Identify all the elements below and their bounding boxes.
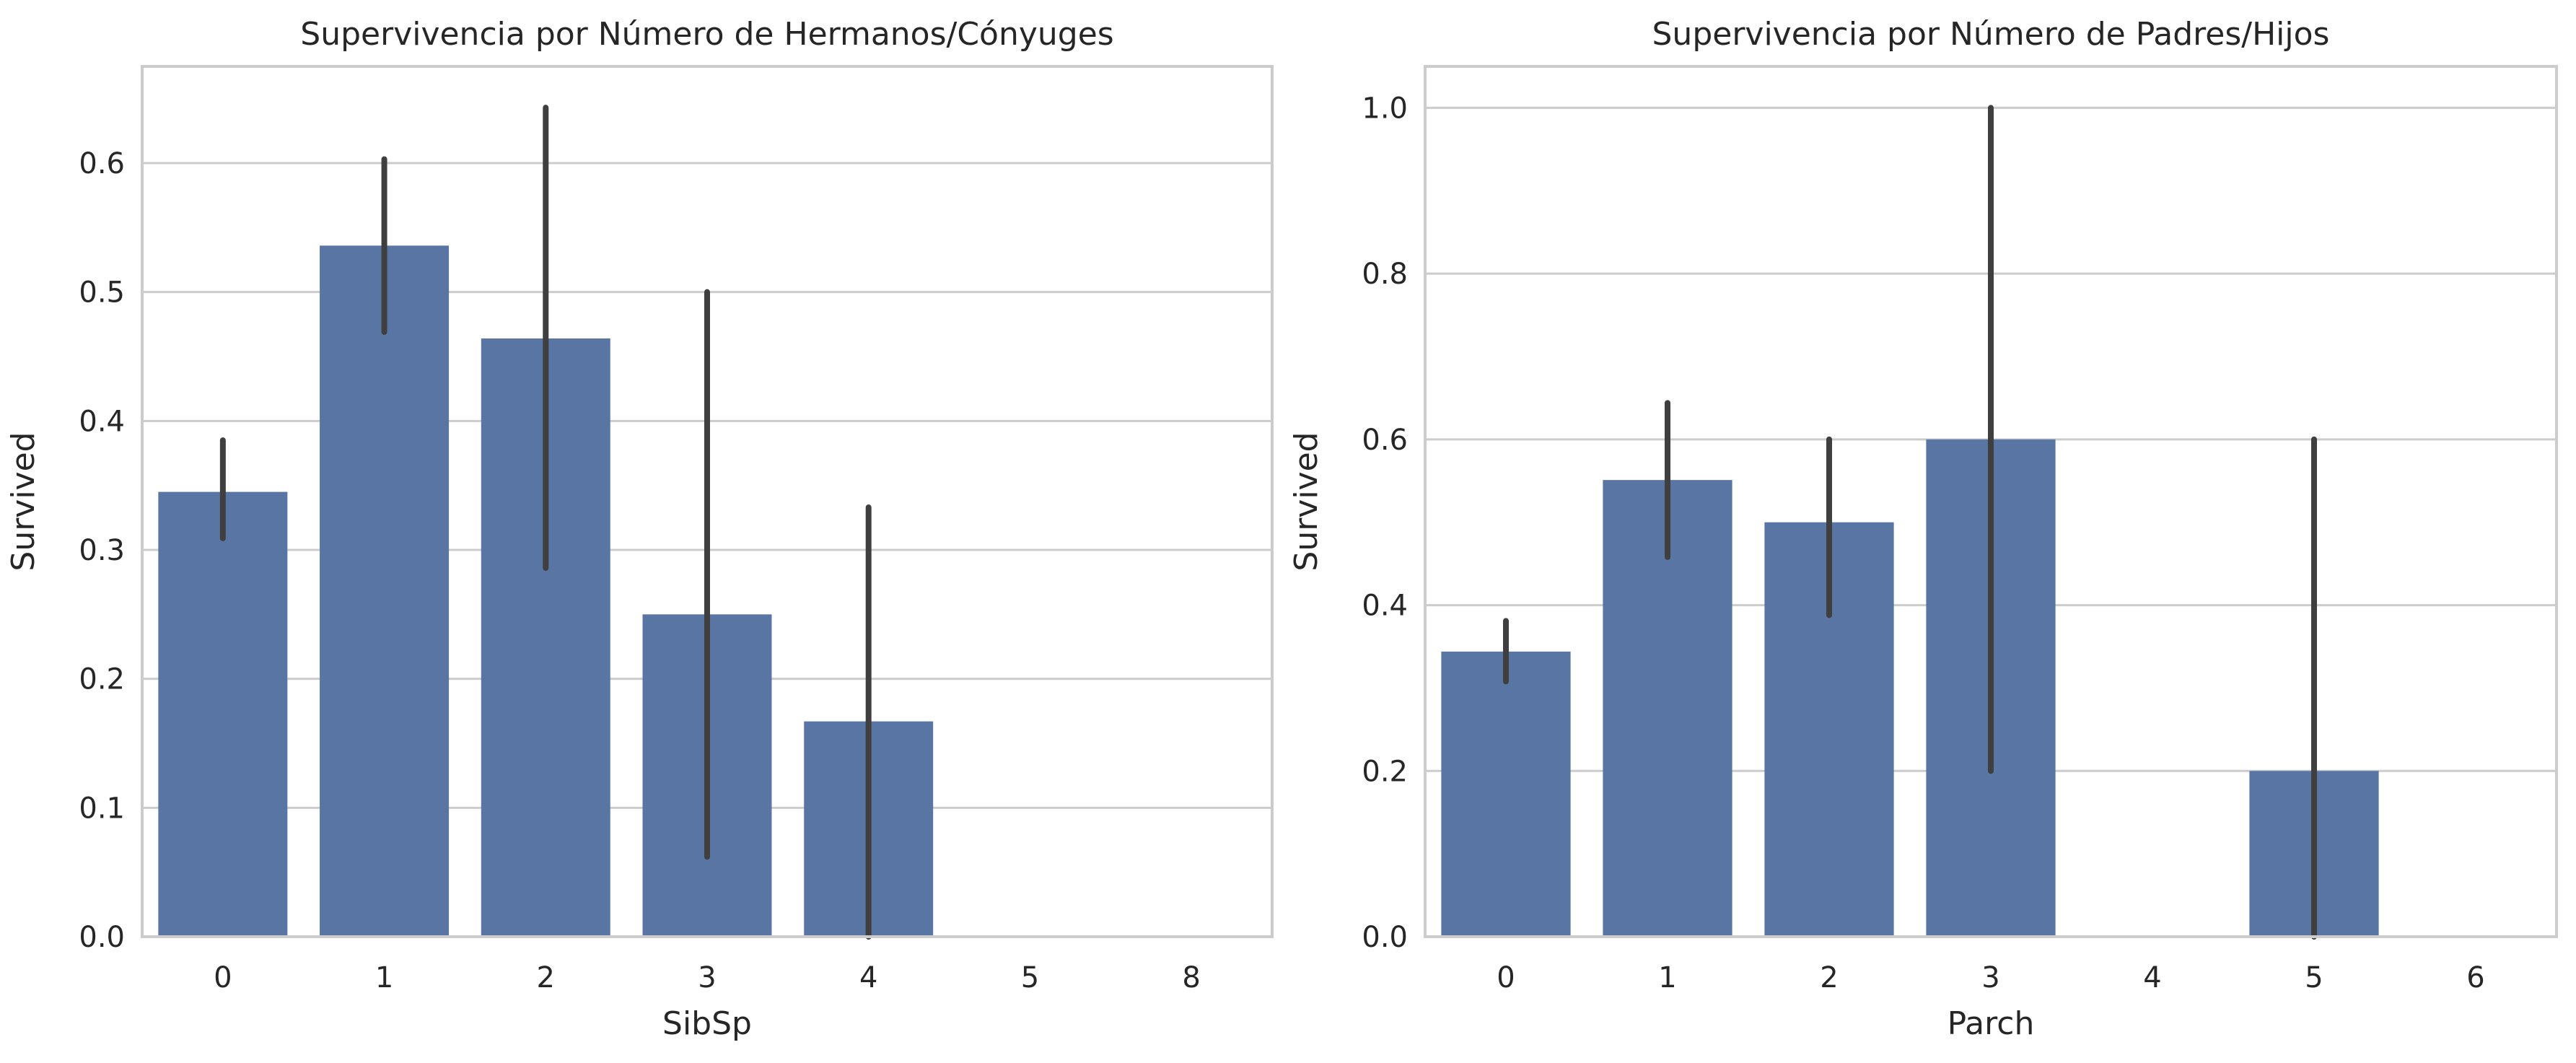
y-tick-label: 0.5 xyxy=(79,276,125,310)
x-axis-label: SibSp xyxy=(662,1005,752,1042)
y-tick-label: 0.0 xyxy=(79,921,125,954)
y-tick-label: 0.3 xyxy=(79,534,125,567)
y-tick-labels: 0.0 0.1 0.2 0.3 0.4 0.5 0.6 xyxy=(79,147,125,954)
chart-sibsp: 0.0 0.1 0.2 0.3 0.4 0.5 0.6 0 1 2 3 4 5 8 Superviven… xyxy=(5,16,1274,1042)
y-axis-label: Survived xyxy=(5,432,42,571)
y-tick-label: 0.4 xyxy=(1362,590,1408,623)
x-axis-label: Parch xyxy=(1948,1005,2035,1042)
y-tick-labels: 0.0 0.2 0.4 0.6 0.8 1.0 xyxy=(1362,92,1408,954)
x-tick-labels: 0 1 2 3 4 5 8 xyxy=(214,961,1201,994)
bar-1 xyxy=(320,245,450,937)
chart-parch: 0.0 0.2 0.4 0.6 0.8 1.0 0 1 2 3 4 5 6 Supervivencia… xyxy=(1288,16,2558,1042)
x-tick-label: 4 xyxy=(859,961,877,994)
y-axis-label: Survived xyxy=(1288,432,1325,571)
y-tick-label: 1.0 xyxy=(1362,92,1408,125)
x-tick-label: 1 xyxy=(1658,961,1676,994)
x-tick-label: 5 xyxy=(2305,961,2323,994)
error-bars xyxy=(1503,105,2317,940)
x-tick-label: 3 xyxy=(1981,961,1999,994)
bar-0 xyxy=(158,491,288,937)
x-tick-label: 0 xyxy=(214,961,232,994)
bars xyxy=(158,245,934,937)
x-tick-label: 8 xyxy=(1182,961,1200,994)
y-tick-label: 0.2 xyxy=(1362,755,1408,788)
x-tick-label: 5 xyxy=(1021,961,1039,994)
x-tick-label: 2 xyxy=(1820,961,1838,994)
y-tick-label: 0.6 xyxy=(79,147,125,180)
y-tick-label: 0.2 xyxy=(79,663,125,696)
x-tick-label: 4 xyxy=(2143,961,2161,994)
x-tick-label: 3 xyxy=(698,961,716,994)
bar-0 xyxy=(1441,651,1571,937)
chart-title: Supervivencia por Número de Padres/Hijos xyxy=(1652,16,2330,53)
y-tick-label: 0.8 xyxy=(1362,258,1408,291)
plot-frame xyxy=(141,65,1274,938)
x-tick-label: 2 xyxy=(537,961,555,994)
y-tick-label: 0.1 xyxy=(79,792,125,825)
x-tick-label: 0 xyxy=(1497,961,1515,994)
y-tick-label: 0.6 xyxy=(1362,424,1408,457)
y-tick-label: 0.0 xyxy=(1362,921,1408,954)
error-bars xyxy=(219,105,872,940)
chart-title: Supervivencia por Número de Hermanos/Cón… xyxy=(300,16,1113,53)
y-tick-label: 0.4 xyxy=(79,405,125,438)
x-tick-label: 1 xyxy=(375,961,393,994)
plot-frame xyxy=(1424,65,2558,938)
x-tick-label: 6 xyxy=(2466,961,2484,994)
x-tick-labels: 0 1 2 3 4 5 6 xyxy=(1497,961,2484,994)
